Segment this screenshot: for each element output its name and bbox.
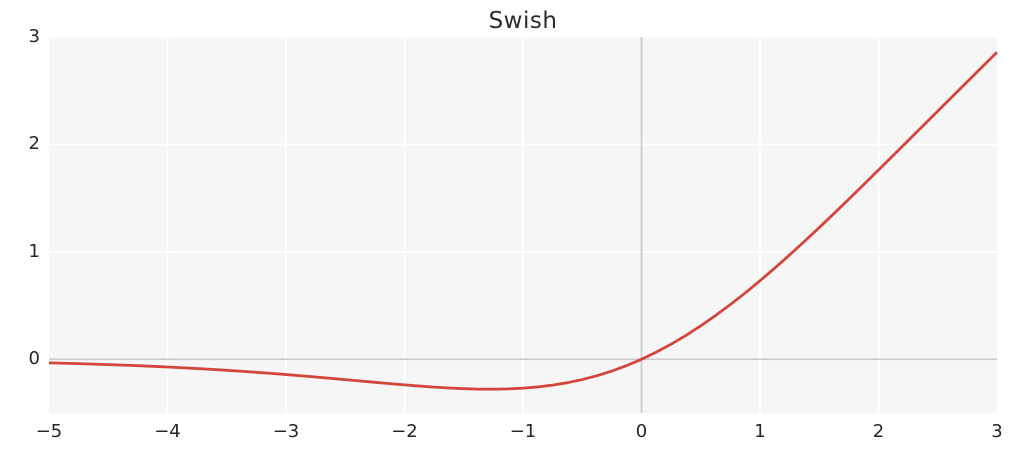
swish-curve (48, 51, 998, 391)
x-tick-label: −3 (272, 421, 300, 442)
x-tick-label: −1 (509, 421, 537, 442)
x-tick-label: 0 (635, 421, 648, 442)
x-tick-label: −5 (35, 421, 63, 442)
y-tick-label: 1 (28, 240, 40, 262)
x-tick-label: 2 (872, 421, 885, 442)
x-tick-label: −2 (391, 421, 418, 442)
x-tick-label: 3 (991, 421, 1003, 442)
chart-title: Swish (488, 8, 558, 34)
x-tick-label: 1 (754, 421, 766, 442)
x-tick-label: −4 (154, 421, 181, 442)
y-tick-label: 0 (28, 348, 40, 370)
y-tick-label: 3 (28, 26, 40, 47)
y-tick-label: 2 (28, 133, 40, 155)
